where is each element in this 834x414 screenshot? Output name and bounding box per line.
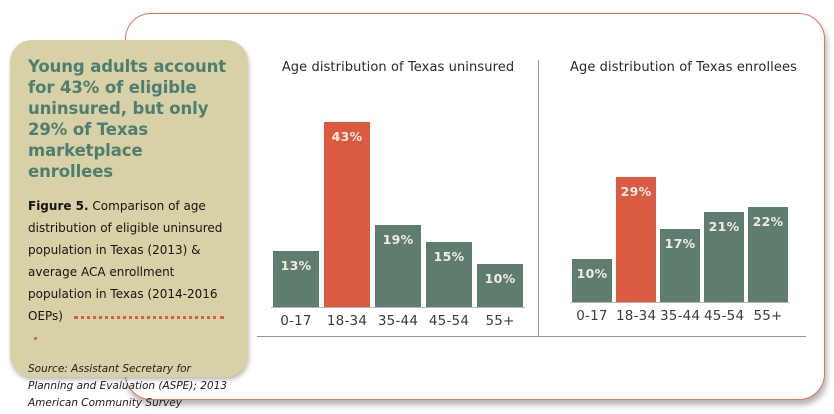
bar-0-17: 13% bbox=[273, 251, 319, 307]
chart-enrollees: Age distribution of Texas enrollees 10% 2… bbox=[570, 55, 797, 345]
bar-35-44: 19% bbox=[375, 225, 421, 307]
x-axis-label: 35-44 bbox=[377, 313, 419, 329]
bar-55+: 22% bbox=[748, 207, 788, 302]
x-axis-label: 0-17 bbox=[280, 313, 312, 329]
x-axis-label: 0-17 bbox=[576, 308, 608, 324]
x-axis-label: 45-54 bbox=[428, 313, 470, 329]
bar-value-label: 10% bbox=[484, 271, 516, 286]
chart-uninsured: Age distribution of Texas uninsured 13% 4… bbox=[271, 55, 525, 345]
figure-caption-text: Comparison of age distribution of eligib… bbox=[28, 199, 223, 323]
bar-value-label: 19% bbox=[382, 232, 414, 247]
bar-value-label: 21% bbox=[708, 219, 740, 234]
bar-value-label: 17% bbox=[664, 236, 696, 251]
x-axis-label: 55+ bbox=[485, 313, 515, 329]
figure-label: Figure 5. bbox=[28, 199, 89, 213]
source-note: Source: Assistant Secretary for Planning… bbox=[28, 363, 228, 409]
figure-caption: Figure 5. Comparison of age distribution… bbox=[28, 195, 232, 349]
bar-plot: 13% 43% 19% 15% 10% bbox=[271, 122, 525, 308]
bar-45-54: 21% bbox=[704, 212, 744, 302]
x-axis-label: 55+ bbox=[753, 308, 783, 324]
bar-value-label: 29% bbox=[620, 184, 652, 199]
bar-value-label: 13% bbox=[280, 258, 312, 273]
bar-value-label: 43% bbox=[331, 129, 363, 144]
chart-divider-line bbox=[538, 60, 539, 336]
summary-panel: Young adults account for 43% of eligible… bbox=[10, 40, 248, 409]
x-axis-labels: 0-17 18-34 35-44 45-54 55+ bbox=[271, 313, 525, 329]
bar-value-label: 22% bbox=[752, 214, 784, 229]
chart-title-enrollees: Age distribution of Texas enrollees bbox=[570, 60, 797, 75]
chart-title-uninsured: Age distribution of Texas uninsured bbox=[281, 60, 515, 75]
bar-35-44: 17% bbox=[660, 229, 700, 302]
dotted-leader-end-dot bbox=[34, 337, 37, 340]
bar-plot: 10% 29% 17% 21% 22% bbox=[570, 177, 790, 303]
bar-18-34: 43% bbox=[324, 122, 370, 307]
headline: Young adults account for 43% of eligible… bbox=[28, 57, 227, 181]
bar-55+: 10% bbox=[477, 264, 523, 307]
x-axis-label: 45-54 bbox=[704, 308, 745, 324]
bar-value-label: 10% bbox=[576, 266, 608, 281]
bar-45-54: 15% bbox=[426, 242, 472, 307]
bar-18-34: 29% bbox=[616, 177, 656, 302]
bar-value-label: 15% bbox=[433, 249, 465, 264]
x-axis-label: 35-44 bbox=[660, 308, 701, 324]
x-axis-labels: 0-17 18-34 35-44 45-54 55+ bbox=[570, 308, 790, 324]
x-axis-label: 18-34 bbox=[326, 313, 368, 329]
dotted-leader bbox=[73, 307, 224, 319]
x-axis-label: 18-34 bbox=[616, 308, 657, 324]
bar-0-17: 10% bbox=[572, 259, 612, 302]
bottom-rule-line bbox=[257, 336, 806, 337]
